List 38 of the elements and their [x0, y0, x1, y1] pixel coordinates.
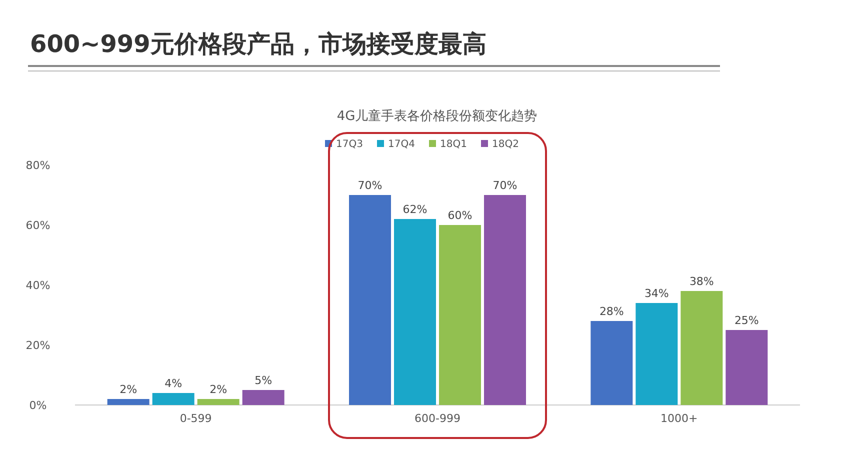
y-tick-label: 0% — [29, 399, 47, 412]
data-label: 25% — [734, 314, 759, 327]
bar — [636, 303, 678, 405]
y-tick-label: 60% — [26, 219, 50, 232]
bar — [152, 393, 194, 405]
data-label: 5% — [254, 374, 272, 387]
y-tick-label: 40% — [26, 279, 50, 292]
data-label: 2% — [210, 383, 228, 396]
legend-label: 17Q3 — [336, 139, 363, 150]
y-tick-label: 20% — [26, 339, 50, 352]
data-label: 70% — [492, 179, 518, 192]
bar — [242, 390, 284, 405]
legend-label: 17Q4 — [388, 139, 415, 150]
chart-title: 600~999元价格段产品，市场接受度最高 — [30, 30, 486, 58]
x-tick-label: 600-999 — [414, 412, 460, 425]
x-tick-label: 1000+ — [660, 412, 698, 425]
chart-subtitle: 4G儿童手表各价格段份额变化趋势 — [336, 108, 538, 124]
bar — [107, 399, 150, 405]
data-label: 38% — [689, 275, 714, 288]
bar — [726, 330, 768, 405]
data-label: 34% — [644, 287, 669, 300]
data-label: 60% — [448, 209, 472, 222]
bar — [349, 195, 391, 405]
bar — [394, 219, 436, 405]
bar — [197, 399, 240, 405]
bar — [680, 291, 723, 405]
data-label: 2% — [120, 383, 138, 396]
data-label: 70% — [358, 179, 382, 192]
data-label: 4% — [164, 377, 182, 390]
y-tick-label: 80% — [26, 159, 50, 172]
data-label: 28% — [599, 305, 624, 318]
data-label: 62% — [402, 203, 428, 216]
bar — [590, 321, 633, 405]
legend-label: 18Q1 — [440, 139, 467, 150]
legend-label: 18Q2 — [492, 139, 519, 150]
bar — [484, 195, 526, 405]
bar — [439, 225, 481, 405]
x-tick-label: 0-599 — [180, 412, 212, 425]
